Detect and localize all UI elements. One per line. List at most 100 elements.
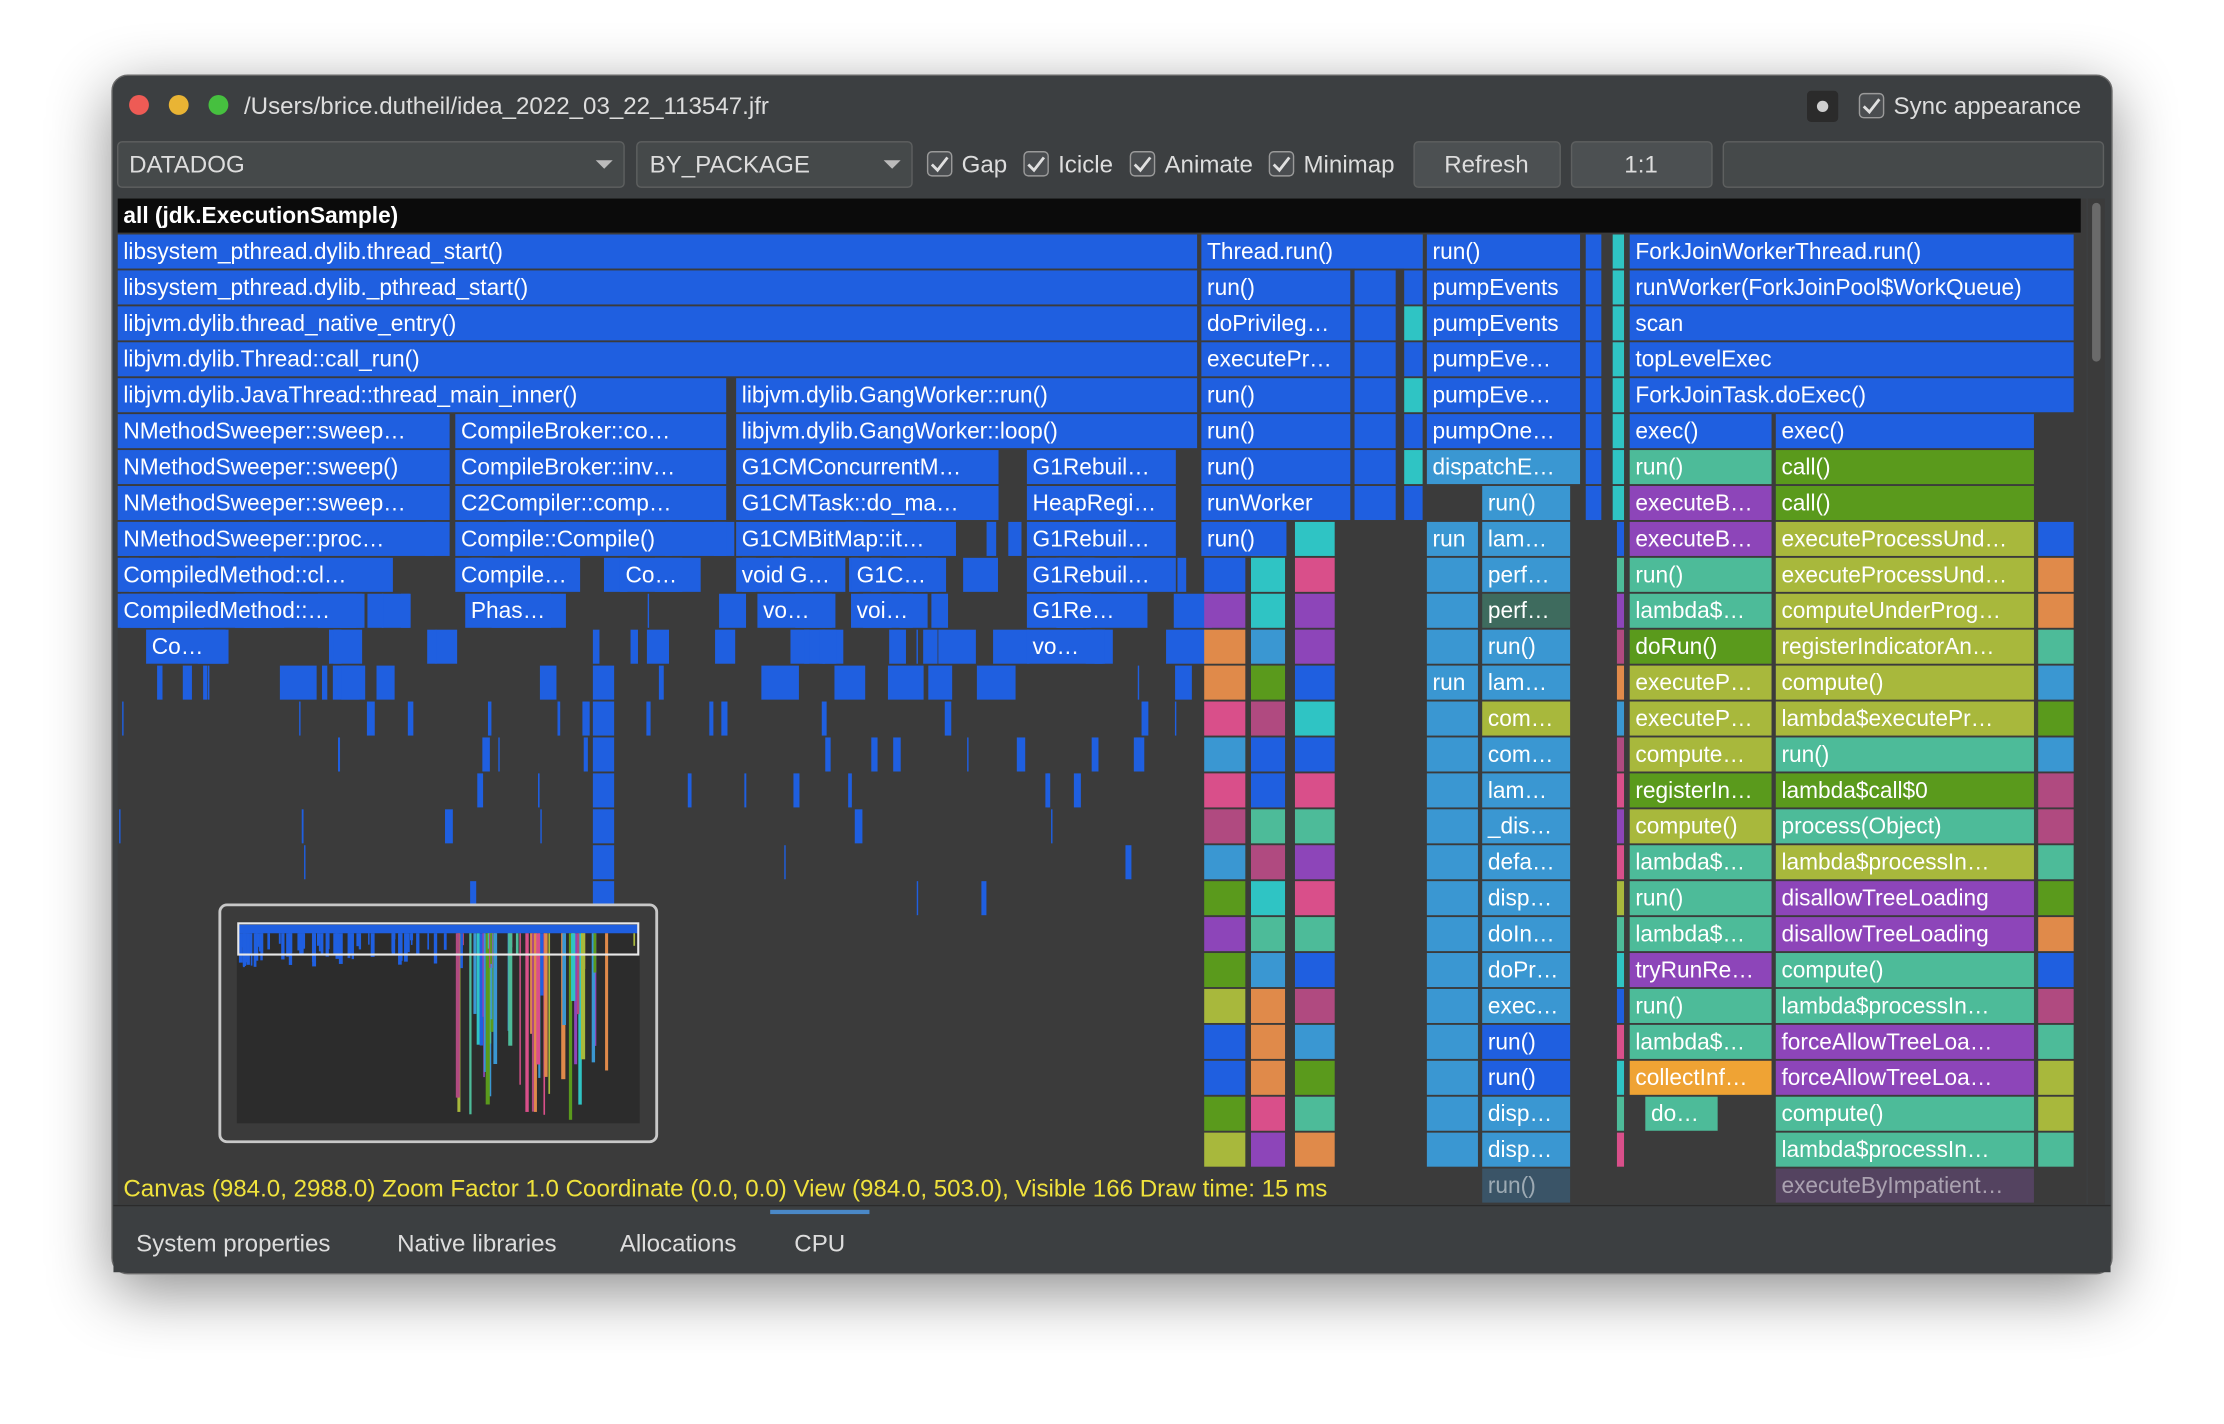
frame[interactable] (207, 665, 210, 700)
frame[interactable] (1629, 378, 2074, 413)
frame[interactable] (1426, 306, 1581, 341)
frame[interactable] (455, 414, 727, 449)
frame[interactable] (1775, 593, 2034, 628)
frame[interactable] (117, 450, 450, 485)
frame[interactable] (146, 629, 226, 664)
frame[interactable] (1251, 917, 1286, 952)
frame[interactable] (1775, 881, 2034, 916)
frame[interactable] (889, 629, 906, 664)
frame[interactable] (366, 701, 375, 736)
frame[interactable] (1629, 342, 2074, 377)
frame[interactable] (1616, 1024, 1625, 1059)
tab[interactable]: Native libraries (397, 1231, 556, 1258)
frame[interactable] (793, 773, 800, 808)
frame[interactable] (1775, 1096, 2034, 1131)
frame[interactable] (1204, 737, 1246, 772)
frame[interactable] (1073, 773, 1081, 808)
frame[interactable] (1612, 270, 1625, 305)
frame[interactable] (1294, 773, 1335, 808)
frame[interactable] (117, 485, 450, 521)
frame[interactable] (1204, 1132, 1246, 1167)
frame[interactable] (851, 557, 947, 592)
frame[interactable] (1026, 521, 1176, 556)
frame[interactable] (1482, 845, 1571, 880)
frame[interactable] (1294, 701, 1335, 736)
frame[interactable] (967, 737, 969, 772)
frame[interactable] (1775, 414, 2034, 449)
frame[interactable] (1629, 593, 1772, 628)
frame[interactable] (583, 737, 588, 772)
frame[interactable] (687, 773, 692, 808)
sync-appearance-label[interactable]: Sync appearance (1894, 93, 2082, 120)
frame[interactable] (1426, 629, 1478, 664)
minimap-viewport[interactable] (237, 922, 640, 956)
frame[interactable] (1204, 917, 1246, 952)
frame[interactable] (1629, 557, 1772, 592)
frame[interactable] (1091, 737, 1099, 772)
frame[interactable] (1204, 881, 1246, 916)
frame[interactable] (1294, 917, 1335, 952)
frame[interactable] (1616, 809, 1625, 844)
frame[interactable] (1426, 988, 1478, 1023)
frame[interactable] (1482, 701, 1571, 736)
close-button[interactable] (129, 95, 149, 115)
frame[interactable] (338, 737, 341, 772)
frame[interactable] (540, 809, 542, 844)
frame[interactable] (117, 306, 1198, 341)
frame[interactable] (1482, 521, 1571, 556)
frame[interactable] (1775, 450, 2034, 485)
frame[interactable] (736, 378, 1198, 413)
frame[interactable] (1482, 953, 1571, 988)
frame[interactable] (1629, 701, 1772, 736)
frame[interactable] (893, 737, 901, 772)
frame[interactable] (1354, 414, 1396, 449)
zoom-button[interactable] (1570, 141, 1713, 188)
frame[interactable] (1026, 593, 1148, 628)
frame[interactable] (1047, 773, 1050, 808)
frame[interactable] (1482, 665, 1571, 700)
frame[interactable] (1612, 234, 1625, 269)
frame[interactable] (117, 521, 450, 556)
frame[interactable] (203, 665, 208, 700)
frame[interactable] (619, 557, 701, 592)
frame[interactable] (1251, 1060, 1286, 1095)
frame[interactable] (1629, 1060, 1772, 1095)
frame[interactable] (923, 629, 938, 664)
frame[interactable] (304, 845, 306, 880)
frame[interactable] (1482, 1024, 1571, 1059)
frame[interactable] (117, 234, 1198, 269)
frame[interactable] (465, 593, 566, 628)
frame[interactable] (1775, 629, 2034, 664)
frame[interactable] (916, 881, 919, 916)
frame[interactable] (1251, 1024, 1286, 1059)
frame[interactable] (1775, 773, 2034, 808)
frame[interactable] (1426, 270, 1581, 305)
frame[interactable] (1404, 270, 1423, 305)
frame[interactable] (1251, 593, 1286, 628)
frame[interactable] (658, 665, 664, 700)
frame[interactable] (1204, 953, 1246, 988)
frame[interactable] (299, 701, 301, 736)
frame[interactable] (1629, 234, 2074, 269)
frame[interactable] (592, 845, 615, 880)
frame[interactable] (1426, 593, 1478, 628)
frame[interactable] (1404, 414, 1423, 449)
frame[interactable] (1404, 485, 1423, 521)
frame[interactable] (1294, 1024, 1335, 1059)
frame[interactable] (1585, 270, 1602, 305)
frame[interactable] (1616, 1096, 1625, 1131)
frame[interactable] (1201, 378, 1351, 413)
frame[interactable] (301, 809, 304, 844)
frame[interactable] (376, 665, 395, 700)
tab[interactable]: Allocations (620, 1231, 737, 1258)
tab[interactable]: CPU (794, 1231, 845, 1258)
frame[interactable] (1482, 1168, 1571, 1203)
frame[interactable] (2038, 988, 2074, 1023)
frame[interactable] (117, 414, 450, 449)
frame[interactable] (784, 845, 786, 880)
frame[interactable] (1585, 234, 1602, 269)
source-combobox[interactable] (117, 141, 625, 188)
frame[interactable] (1775, 485, 2034, 521)
frame[interactable] (1201, 306, 1351, 341)
frame[interactable] (557, 701, 559, 736)
